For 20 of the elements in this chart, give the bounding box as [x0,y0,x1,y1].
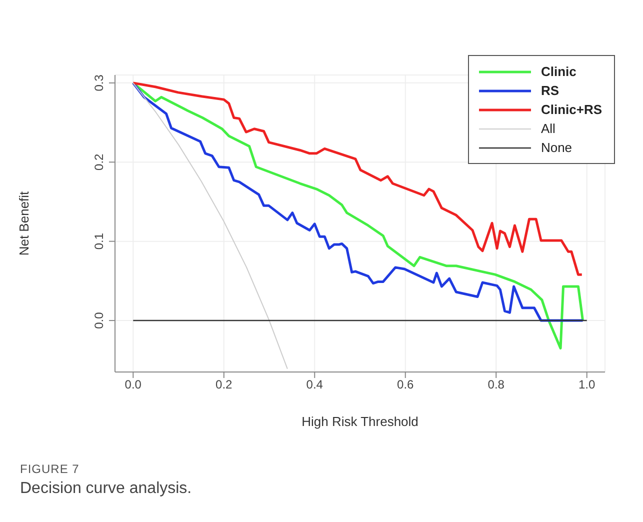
y-tick-label: 0.0 [92,312,106,329]
legend-label: All [540,121,556,136]
text: Decision curve analysis. [20,480,193,498]
x-tick-label: 0.2 [216,378,233,392]
y-tick-label: 0.1 [92,232,106,250]
x-axis-title: High Risk Threshold [302,414,418,429]
x-tick-label: 0.6 [397,378,414,392]
x-tick-label: 0.0 [124,378,142,392]
y-tick-label: 0.3 [92,74,106,92]
legend-label: RS [540,83,560,98]
x-tick-label: 1.0 [578,378,596,392]
y-tick-label: 0.2 [92,153,106,170]
legend-label: Clinic [540,64,576,79]
line-series [132,82,288,370]
x-tick-label: 0.8 [488,378,505,392]
y-axis-title: Net Benefit [16,190,32,256]
caption: FIGURE 7 [20,462,80,476]
legend-label: None [540,140,572,155]
legend-label: Clinic+RS [540,102,602,117]
x-tick-label: 0.4 [306,378,324,392]
